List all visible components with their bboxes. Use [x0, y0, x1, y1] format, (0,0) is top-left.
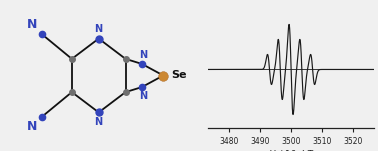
Text: N: N: [94, 117, 102, 127]
Text: N: N: [27, 18, 38, 31]
Text: N: N: [94, 24, 102, 34]
Text: N: N: [27, 120, 38, 133]
Text: N: N: [139, 91, 147, 101]
Text: Se: Se: [171, 71, 186, 80]
X-axis label: H / 10⁻⁴ T: H / 10⁻⁴ T: [269, 149, 313, 151]
Text: N: N: [139, 50, 147, 60]
